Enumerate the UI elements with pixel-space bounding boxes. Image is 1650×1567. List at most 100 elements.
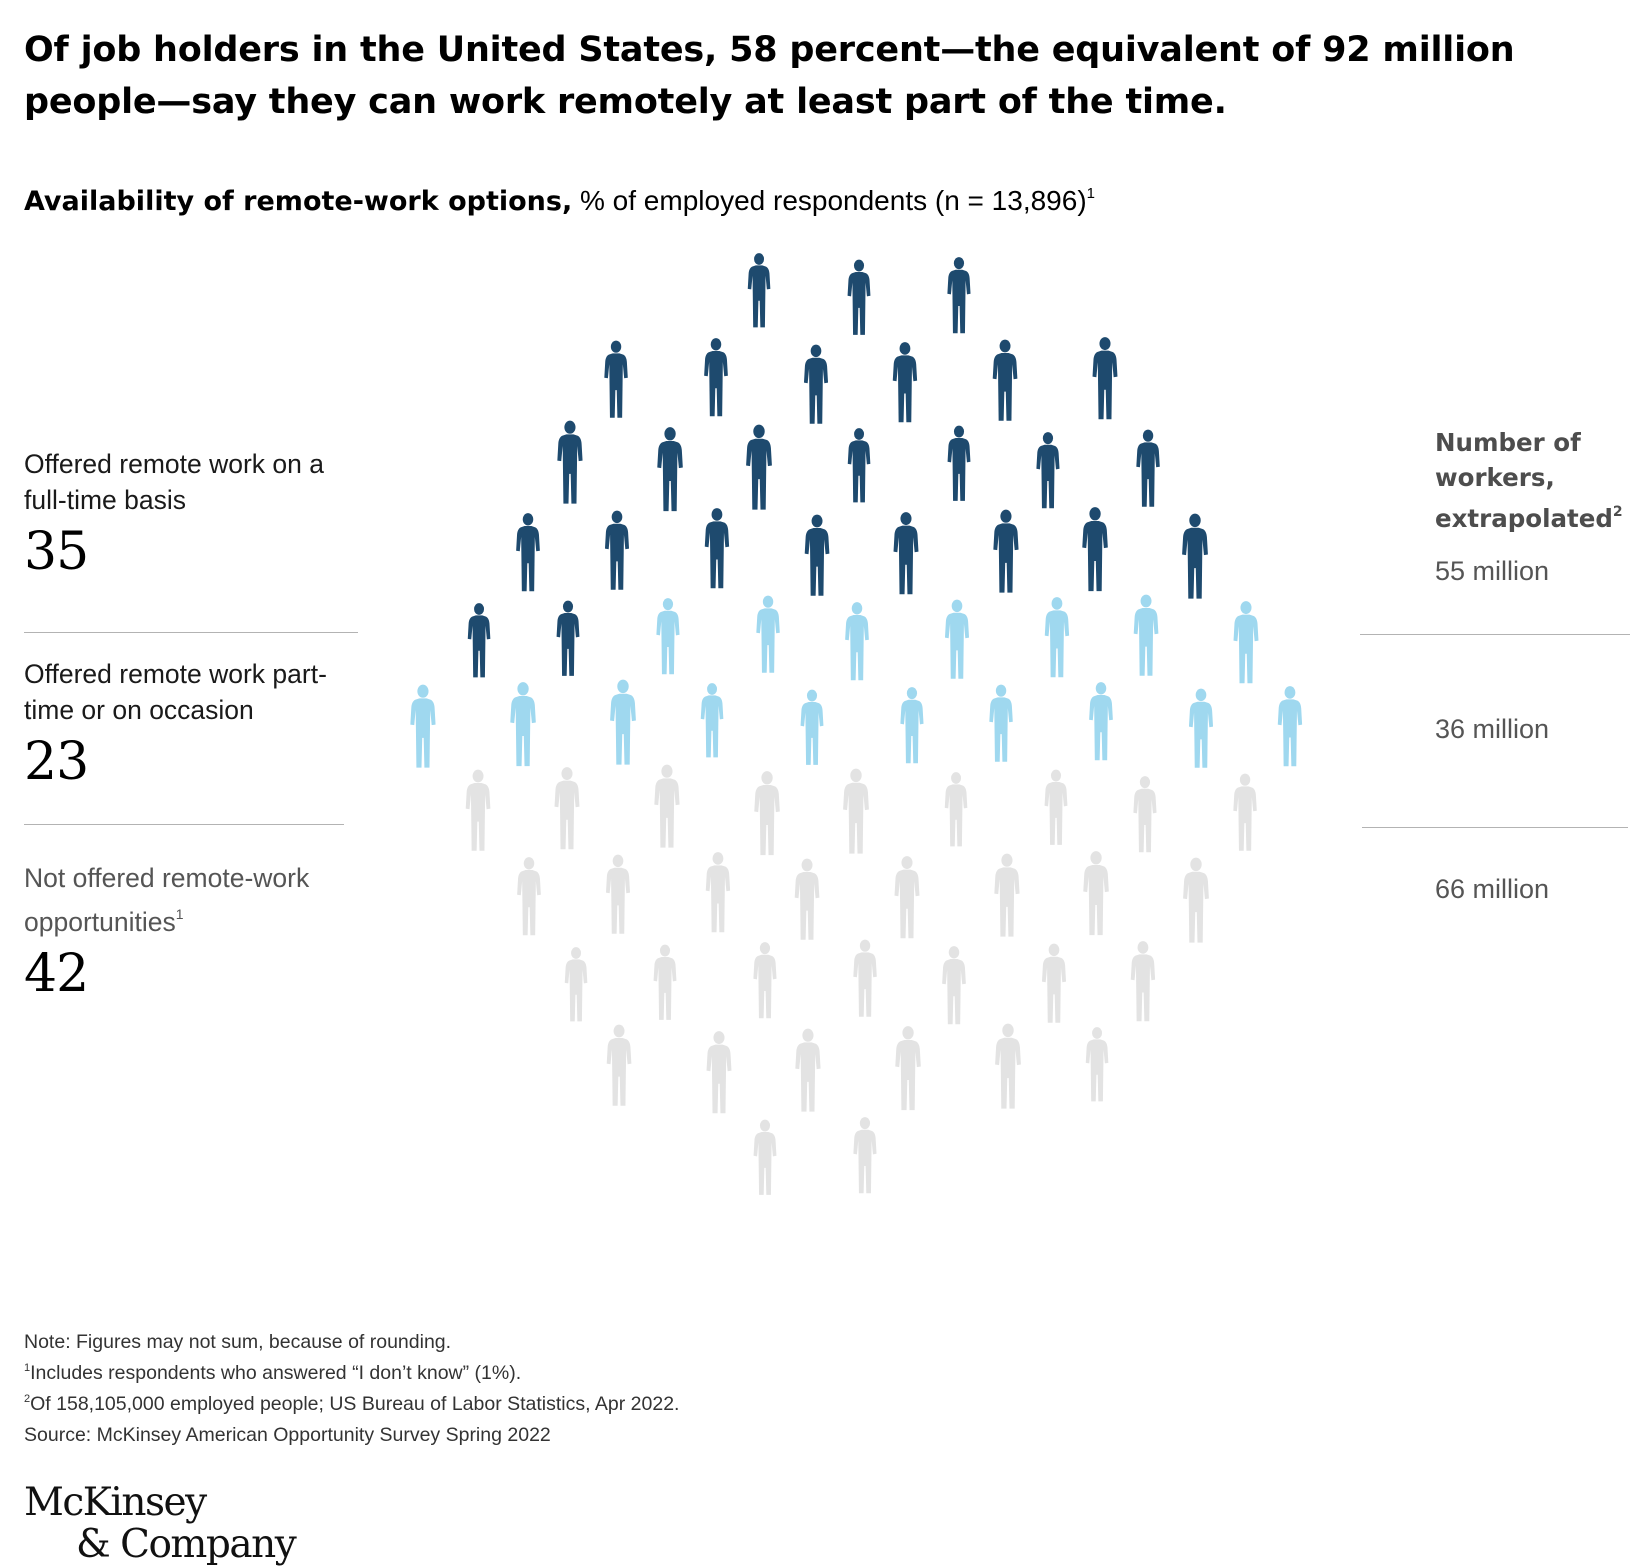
person-icon bbox=[1089, 682, 1113, 761]
category-fulltime-label: Offered remote work on a full-time basis bbox=[24, 449, 324, 515]
person-icon bbox=[1044, 769, 1068, 845]
person-icon bbox=[1130, 941, 1156, 1022]
person-icon bbox=[510, 682, 536, 767]
person-icon bbox=[756, 595, 780, 673]
workers-header: Number of workers, extrapolated2 bbox=[1435, 425, 1635, 536]
category-parttime-label: Offered remote work part-time or on occa… bbox=[24, 659, 327, 725]
person-icon bbox=[1136, 429, 1160, 507]
person-icon bbox=[993, 509, 1019, 593]
person-icon bbox=[753, 1119, 777, 1195]
person-icon bbox=[804, 514, 830, 596]
person-icon bbox=[1183, 857, 1209, 943]
person-icon bbox=[704, 508, 730, 589]
person-icon bbox=[992, 339, 1018, 421]
person-icon bbox=[516, 513, 540, 592]
person-icon bbox=[705, 852, 731, 933]
person-icon bbox=[1133, 776, 1157, 853]
person-icon bbox=[847, 259, 871, 335]
person-icon bbox=[1085, 1027, 1109, 1102]
workers-not-offered: 66 million bbox=[1435, 874, 1550, 904]
category-parttime-value: 23 bbox=[24, 732, 89, 792]
person-icon bbox=[564, 947, 588, 1022]
person-icon bbox=[1044, 597, 1070, 678]
person-icon bbox=[653, 944, 677, 1020]
person-icon bbox=[657, 427, 683, 512]
person-icon bbox=[892, 342, 918, 423]
person-icon bbox=[606, 1024, 632, 1106]
person-icon bbox=[800, 689, 824, 765]
person-icon bbox=[995, 1023, 1021, 1109]
footnote-2-text: Of 158,105,000 employed people; US Burea… bbox=[30, 1393, 680, 1415]
logo-line-2: & Company bbox=[76, 1522, 297, 1567]
person-icon bbox=[944, 599, 970, 679]
person-icon bbox=[1133, 594, 1159, 676]
mckinsey-logo: McKinsey & Company bbox=[24, 1482, 297, 1567]
note-line: Note: Figures may not sum, because of ro… bbox=[24, 1324, 679, 1355]
category-not-offered-label: Not offered remote-work opportunities1 bbox=[24, 860, 334, 940]
footnote-1-text: Includes respondents who answered “I don… bbox=[30, 1362, 522, 1384]
person-icon bbox=[554, 767, 580, 850]
person-icon bbox=[843, 768, 869, 854]
subtitle-footnote-mark: 1 bbox=[1086, 185, 1095, 202]
person-icon bbox=[604, 510, 630, 590]
person-icon bbox=[465, 769, 491, 851]
person-icon bbox=[845, 602, 869, 681]
subtitle-rest: % of employed respondents (n = 13,896) bbox=[572, 185, 1087, 216]
person-icon bbox=[795, 1028, 821, 1112]
category-not-offered-footnote-mark: 1 bbox=[175, 906, 184, 922]
workers-header-footnote-mark: 2 bbox=[1612, 504, 1623, 520]
person-icon bbox=[1233, 601, 1259, 684]
person-icon bbox=[605, 854, 631, 934]
person-icon bbox=[944, 772, 968, 847]
person-icon bbox=[610, 679, 636, 765]
person-icon bbox=[654, 764, 680, 848]
footnote-2-mark: 2 bbox=[24, 1393, 31, 1405]
person-icon bbox=[803, 344, 829, 424]
workers-parttime: 36 million bbox=[1435, 714, 1550, 744]
divider-left-1 bbox=[24, 632, 358, 633]
person-icon bbox=[746, 424, 772, 510]
divider-left-2 bbox=[24, 824, 344, 825]
footnote-1: 1Includes respondents who answered “I do… bbox=[24, 1355, 679, 1386]
person-icon bbox=[700, 683, 724, 758]
person-icon bbox=[895, 1026, 921, 1111]
person-icon bbox=[794, 858, 820, 940]
person-icon bbox=[893, 512, 919, 595]
chart-subtitle: Availability of remote-work options, % o… bbox=[24, 176, 1095, 220]
person-icon bbox=[704, 338, 728, 417]
category-fulltime-value: 35 bbox=[24, 522, 89, 582]
person-icon bbox=[1182, 513, 1208, 599]
person-icon bbox=[1082, 507, 1108, 592]
footnotes: Note: Figures may not sum, because of ro… bbox=[24, 1324, 679, 1448]
category-not-offered: Not offered remote-work opportunities1 4… bbox=[24, 860, 334, 1004]
person-icon bbox=[467, 603, 491, 678]
person-icon bbox=[1092, 337, 1118, 420]
person-icon bbox=[1277, 686, 1303, 767]
person-icon bbox=[894, 856, 920, 939]
person-icon bbox=[706, 1031, 732, 1114]
note-text: Note: Figures may not sum, because of ro… bbox=[24, 1331, 452, 1353]
chart-title: Of job holders in the United States, 58 … bbox=[24, 30, 1515, 122]
source-line: Source: McKinsey American Opportunity Su… bbox=[24, 1417, 679, 1448]
person-icon bbox=[853, 1117, 877, 1194]
person-icon bbox=[604, 340, 628, 418]
person-icon bbox=[1083, 851, 1109, 936]
person-icon bbox=[947, 425, 971, 501]
person-icon bbox=[1233, 773, 1257, 851]
person-icon bbox=[989, 684, 1013, 762]
person-icon bbox=[1036, 432, 1060, 509]
person-icon bbox=[947, 257, 971, 334]
workers-header-text: Number of workers, extrapolated bbox=[1435, 428, 1613, 533]
subtitle-bold: Availability of remote-work options, bbox=[24, 186, 573, 217]
category-not-offered-value: 42 bbox=[24, 944, 89, 1004]
footnote-1-mark: 1 bbox=[24, 1362, 31, 1374]
person-icon bbox=[557, 420, 583, 504]
person-icon bbox=[656, 598, 680, 675]
person-icon bbox=[410, 684, 436, 768]
divider-right-1 bbox=[1360, 634, 1630, 635]
person-icon bbox=[753, 942, 777, 1019]
divider-right-2 bbox=[1362, 827, 1628, 828]
footnote-2: 2Of 158,105,000 employed people; US Bure… bbox=[24, 1386, 679, 1417]
person-icon bbox=[994, 853, 1020, 937]
person-icon bbox=[556, 600, 580, 676]
